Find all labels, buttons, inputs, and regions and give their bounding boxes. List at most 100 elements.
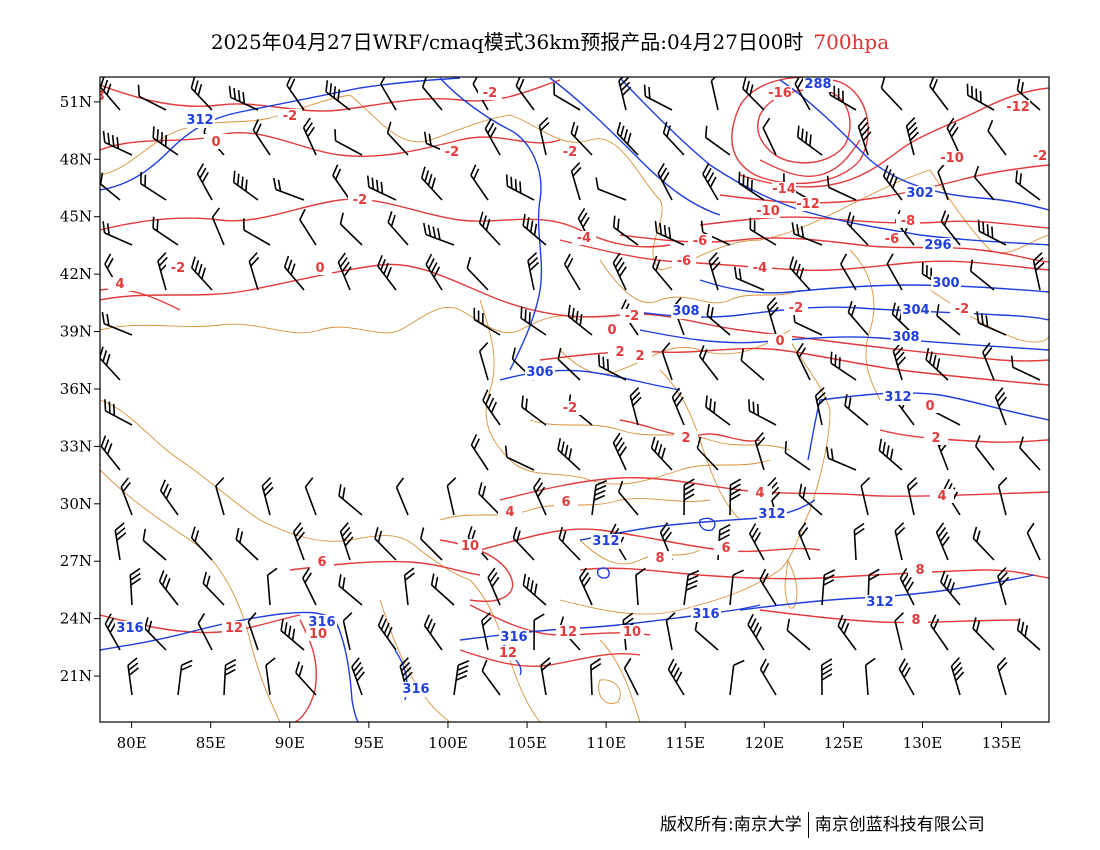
height-label: 302 xyxy=(906,186,933,201)
wind-barb xyxy=(650,436,673,471)
wind-barb xyxy=(481,659,501,696)
height-label: 316 xyxy=(308,615,335,630)
wind-barb xyxy=(754,432,766,471)
wind-barb xyxy=(698,345,719,381)
temp-label-bg xyxy=(784,301,808,315)
temp-label-bg xyxy=(628,349,652,363)
temp-label: 6 xyxy=(317,555,326,570)
wind-barb xyxy=(302,567,317,606)
wind-barb xyxy=(152,126,179,156)
wind-barb xyxy=(129,567,141,606)
wind-barb xyxy=(694,618,719,651)
wind-barb xyxy=(597,354,627,381)
wind-barb xyxy=(304,477,317,516)
wind-barb xyxy=(748,523,765,561)
height-label: 300 xyxy=(932,276,959,291)
wind-barb xyxy=(742,77,765,111)
wind-barb xyxy=(740,348,765,381)
temp-label-bg xyxy=(768,86,792,100)
wind-barb xyxy=(925,347,949,381)
lat-label: 24N xyxy=(60,610,92,628)
temp-label-bg xyxy=(940,151,964,165)
lat-label: 42N xyxy=(60,265,92,283)
wind-barb xyxy=(977,219,1007,246)
wind-barb xyxy=(860,477,871,516)
wind-barb xyxy=(202,571,225,606)
wind-barb xyxy=(826,446,857,471)
lon-label: 120E xyxy=(745,734,785,752)
wind-barb xyxy=(864,657,876,696)
temp-contour-8 xyxy=(579,567,1049,580)
temp-label-bg xyxy=(608,345,632,359)
wind-barb xyxy=(505,174,535,201)
wind-barb xyxy=(837,614,857,651)
temp-contour-m8 xyxy=(699,216,1049,229)
temp-label: 0 xyxy=(315,261,324,276)
wind-barb xyxy=(1019,436,1041,471)
temp-label-bg xyxy=(572,231,596,245)
wind-barb xyxy=(261,477,274,516)
wind-barb xyxy=(905,117,920,156)
temp-label-bg xyxy=(880,232,904,246)
temp-label-bg xyxy=(688,234,712,248)
wind-barb xyxy=(334,129,363,156)
height-labels: 2883123022963083003043083063123123123123… xyxy=(115,77,961,697)
wind-barb xyxy=(710,77,721,111)
wind-barb xyxy=(140,172,167,201)
wind-barb xyxy=(420,166,443,201)
temp-label-bg xyxy=(498,505,522,519)
wind-barb xyxy=(846,211,869,246)
temp-label-bg xyxy=(108,277,132,291)
wind-barb xyxy=(567,304,593,336)
wind-barb xyxy=(635,567,646,606)
temp-label-bg xyxy=(904,613,928,627)
wind-barb xyxy=(421,77,443,111)
wind-barb xyxy=(470,164,489,201)
wind-barb xyxy=(612,215,639,246)
lat-label: 33N xyxy=(60,437,92,455)
temp-label: -2 xyxy=(789,301,803,316)
wind-barb xyxy=(654,220,685,246)
latitude-axis: 51N 48N 45N 42N 39N 36N 33N 30N 27N 24N 21N xyxy=(60,93,100,685)
wind-barb xyxy=(1032,252,1045,291)
height-label: 306 xyxy=(526,365,553,380)
height-contour-316-west xyxy=(100,611,359,722)
wind-barb xyxy=(661,342,673,381)
height-label-bg xyxy=(401,682,431,697)
temp-label: 8 xyxy=(655,551,664,566)
wind-barb xyxy=(533,613,545,651)
wind-barb xyxy=(796,342,811,381)
wind-barb xyxy=(629,387,642,426)
wind-barb xyxy=(223,658,237,696)
border-china-north xyxy=(100,94,1049,271)
wind-barb xyxy=(553,83,581,111)
temp-label: 2 xyxy=(931,431,940,446)
height-label: 316 xyxy=(116,621,143,636)
wind-barb xyxy=(996,657,1008,696)
wind-barb xyxy=(997,477,1008,516)
lat-label: 27N xyxy=(60,552,92,570)
wind-barb xyxy=(339,522,354,561)
wind-barb xyxy=(882,165,903,201)
temp-label-bg xyxy=(204,135,228,149)
temp-label: -2 xyxy=(353,193,367,208)
wind-barb xyxy=(729,569,744,606)
wind-barb xyxy=(791,222,823,246)
wind-barb xyxy=(351,657,365,696)
wind-barb xyxy=(880,77,903,111)
temp-label-bg xyxy=(748,486,772,500)
temp-label-bg xyxy=(620,309,644,323)
wind-barb xyxy=(935,522,950,561)
temp-contour-m2-north xyxy=(100,79,561,112)
temp-label: -2 xyxy=(1033,149,1047,164)
temp-label: -6 xyxy=(693,234,707,249)
height-contour-306 xyxy=(639,329,1049,351)
border-provinces-7 xyxy=(579,539,701,565)
temp-label-bg xyxy=(556,625,580,639)
temp-label: 8 xyxy=(915,563,924,578)
wind-barb xyxy=(702,163,719,201)
lat-label: 45N xyxy=(60,208,92,226)
temp-label: -6 xyxy=(885,232,899,247)
wind-barb xyxy=(558,526,581,561)
wind-barb xyxy=(734,266,765,291)
